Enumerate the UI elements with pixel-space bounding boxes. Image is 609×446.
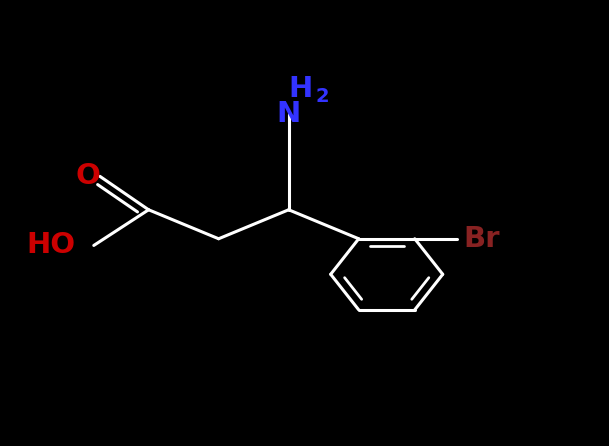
Text: O: O	[76, 162, 100, 190]
Text: H: H	[289, 75, 313, 103]
Text: N: N	[276, 100, 301, 128]
Text: HO: HO	[26, 231, 76, 260]
Text: 2: 2	[315, 87, 329, 107]
Text: Br: Br	[463, 225, 500, 253]
